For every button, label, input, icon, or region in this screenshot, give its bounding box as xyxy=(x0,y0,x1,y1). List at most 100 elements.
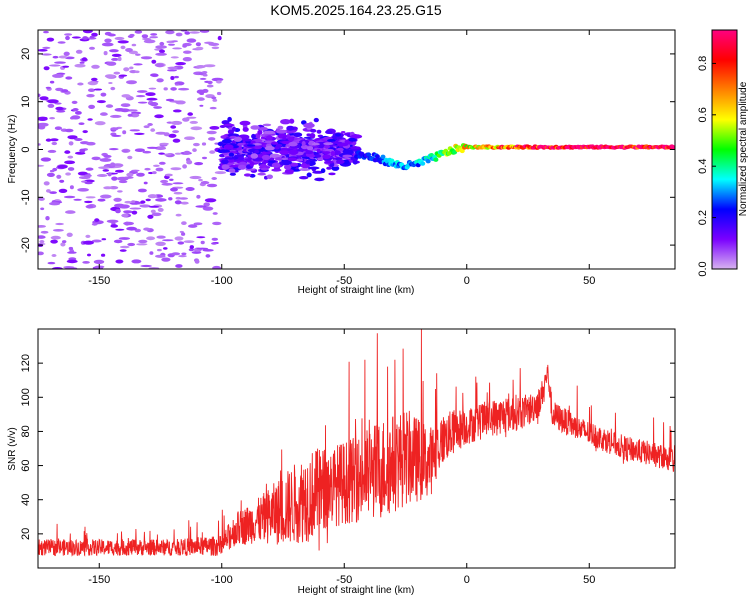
spectrogram-cell xyxy=(199,77,207,80)
spectrogram-cell xyxy=(335,133,341,137)
spectrogram-cell xyxy=(100,112,108,116)
spectrogram-cell xyxy=(49,117,55,120)
spectrogram-cell xyxy=(93,259,105,264)
colorbar-tick-label: 0.0 xyxy=(697,261,709,276)
spectrogram-cell xyxy=(115,259,124,264)
spectrogram-cell xyxy=(57,41,66,44)
spectrogram-cell xyxy=(141,34,149,39)
spectrogram-cell xyxy=(61,240,67,244)
spectrogram-cell xyxy=(124,176,134,179)
spectrogram-cell xyxy=(96,174,108,177)
spectrogram-cell xyxy=(261,151,267,156)
spectrogram-cell xyxy=(74,138,83,141)
spectrogram-cell xyxy=(103,154,112,158)
spectrogram-cell xyxy=(189,31,200,34)
spectrogram-cell xyxy=(51,141,58,146)
spectrogram-cell xyxy=(159,49,165,54)
spectrogram-cell xyxy=(228,168,236,173)
spectrogram-cell xyxy=(254,149,260,154)
spectrogram-cell xyxy=(50,138,59,142)
spectrogram-cell xyxy=(64,160,76,165)
spectrogram-cell xyxy=(167,66,178,70)
spectrogram-cell xyxy=(66,232,73,237)
spectrogram-cell xyxy=(142,150,152,154)
spectrogram-cell xyxy=(228,164,240,168)
spectrogram-cell xyxy=(131,210,138,215)
spectrogram-cell xyxy=(126,172,134,177)
spectrogram-cell xyxy=(110,127,119,131)
spectrogram-cell xyxy=(229,172,236,176)
spectrogram-cell xyxy=(79,61,85,64)
spectrogram-cell xyxy=(157,207,164,212)
spectrogram-cell xyxy=(40,207,45,211)
spectrogram-cell xyxy=(202,206,214,211)
spectrogram-cell xyxy=(106,219,119,223)
spectrogram-cell xyxy=(149,102,159,107)
spectrogram-cell xyxy=(101,253,106,257)
colorbar-tick-label: 0.2 xyxy=(697,210,709,225)
spectrogram-cell xyxy=(110,162,116,167)
spectrogram-cell xyxy=(85,167,94,171)
snr-xlabel: Height of straight line (km) xyxy=(298,585,415,596)
spectrogram-cell xyxy=(111,134,122,137)
spectrogram-cell xyxy=(143,227,151,231)
spectrogram-cell xyxy=(107,33,116,37)
spectrogram-cell xyxy=(206,130,217,135)
spectrogram-cell xyxy=(342,154,353,158)
spectrogram-cell xyxy=(209,150,216,154)
spectrogram-cell xyxy=(217,35,222,41)
spectrogram-cell xyxy=(174,236,184,241)
spectrogram-cell xyxy=(107,172,112,177)
spectrogram-cell xyxy=(38,164,45,167)
spectrogram-cell xyxy=(196,247,209,250)
spectrogram-cell xyxy=(60,242,66,247)
spectrogram-cell xyxy=(47,103,55,108)
spectrogram-cell xyxy=(201,71,208,74)
spectrogram-cell xyxy=(109,49,119,53)
spectrogram-cell xyxy=(299,176,309,180)
spectrogram-cell xyxy=(317,134,323,138)
spectrogram-cell xyxy=(313,117,319,123)
spectrogram-cell xyxy=(316,129,322,134)
spectrogram-ylabel: Frequency (Hz) xyxy=(7,115,18,184)
spectrogram-cell xyxy=(143,181,148,185)
spectrogram-cell xyxy=(266,135,273,141)
colorbar-tick-label: 0.6 xyxy=(697,107,709,122)
spectrogram-cell xyxy=(71,100,78,104)
spectrogram-cell xyxy=(187,112,193,116)
spectrogram-cell xyxy=(72,108,79,112)
spectrogram-cell xyxy=(43,181,50,186)
spectrogram-cell xyxy=(205,254,211,258)
spectrogram-cell xyxy=(117,190,123,193)
spectrogram-cell xyxy=(287,157,297,162)
spectrogram-cell xyxy=(201,142,207,146)
spectrogram-cell xyxy=(211,242,218,245)
spectrogram-cell xyxy=(121,94,131,98)
spectrogram-cell xyxy=(77,82,84,86)
x-tick-label: -100 xyxy=(211,275,233,287)
spectrogram-cell xyxy=(247,144,256,147)
spectrogram-cell xyxy=(131,200,136,204)
spectrogram-cell xyxy=(284,164,292,170)
y-tick-label: -10 xyxy=(20,189,32,205)
spectrogram-cell xyxy=(166,69,178,72)
spectrogram-cell xyxy=(118,237,131,240)
spectrogram-cell xyxy=(170,76,175,80)
spectrogram-cell xyxy=(52,55,59,59)
colorbar-label: Normalized spectral amplitude xyxy=(738,81,749,216)
spectrogram-cell xyxy=(420,161,426,166)
spectrogram-cell xyxy=(68,246,74,251)
spectrogram-cell xyxy=(119,249,127,252)
spectrogram-cell xyxy=(67,251,77,254)
spectrogram-cell xyxy=(305,159,311,165)
spectrogram-cell xyxy=(170,187,178,192)
spectrogram-cell xyxy=(188,224,198,228)
spectrogram-cell xyxy=(143,39,156,44)
spectrogram-cell xyxy=(133,132,145,135)
spectrogram-cell xyxy=(170,56,179,59)
spectrogram-cell xyxy=(239,120,251,126)
spectrogram-cell xyxy=(122,130,127,135)
spectrogram-cell xyxy=(101,42,114,47)
spectrogram-cell xyxy=(182,57,192,62)
colorbar xyxy=(711,29,738,270)
